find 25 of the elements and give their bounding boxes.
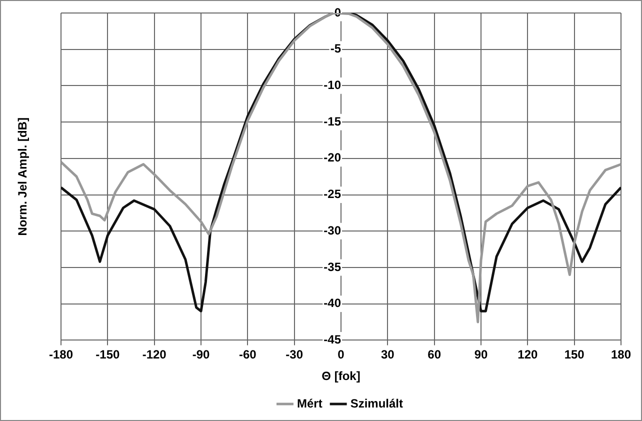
y-tick-label: -40 [324, 296, 342, 310]
x-tick-label: 180 [610, 348, 632, 362]
y-tick-label: -15 [324, 114, 342, 128]
x-tick-label: 60 [428, 348, 442, 362]
x-tick-label: 30 [380, 348, 395, 362]
x-tick-label: 150 [564, 348, 585, 362]
y-tick-label: -10 [324, 78, 342, 92]
x-tick-label: -30 [286, 348, 304, 362]
x-axis-title: Θ [fok] [322, 369, 360, 384]
y-tick-label: -30 [324, 223, 342, 238]
x-tick-label: -120 [142, 348, 167, 362]
x-tick-label: 120 [518, 348, 538, 362]
y-tick-label: -5 [330, 42, 342, 56]
x-tick-label: -180 [48, 348, 74, 362]
legend-label: Mért [296, 396, 322, 410]
y-tick-label: -25 [324, 187, 342, 202]
x-tick-label: -60 [238, 348, 257, 362]
x-tick-label: 90 [474, 348, 488, 362]
legend-label: Szimulált [350, 396, 404, 410]
x-tick-label: -150 [96, 348, 120, 362]
y-axis-title: Norm. Jel Ampl. [dB] [15, 117, 30, 236]
x-tick-label: -90 [192, 348, 210, 362]
y-tick-label: -45 [324, 332, 342, 347]
y-tick-label: -20 [324, 150, 342, 165]
y-tick-label: -35 [324, 260, 342, 274]
